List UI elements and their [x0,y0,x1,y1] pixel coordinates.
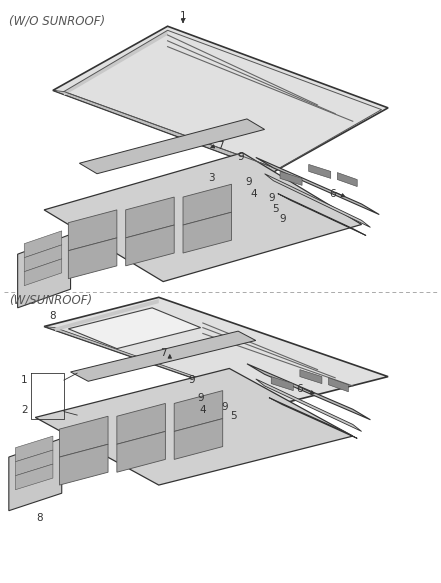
Polygon shape [265,174,370,227]
Polygon shape [53,26,388,172]
Polygon shape [60,444,108,485]
Polygon shape [278,194,366,236]
Polygon shape [68,238,117,279]
Text: 8: 8 [49,311,56,321]
Polygon shape [53,90,278,172]
Polygon shape [271,377,293,391]
Text: 9: 9 [197,392,204,403]
Polygon shape [24,245,62,272]
Text: 7: 7 [217,141,224,151]
Text: 9: 9 [237,152,244,163]
Text: 9: 9 [188,375,195,385]
Polygon shape [117,403,165,444]
Polygon shape [126,225,174,266]
Polygon shape [174,419,223,459]
Text: 9: 9 [246,177,253,187]
Text: 1: 1 [179,11,187,22]
Polygon shape [337,173,357,187]
Text: 3: 3 [208,173,215,183]
Polygon shape [44,297,388,406]
Polygon shape [15,450,53,476]
Polygon shape [68,308,201,349]
Text: 6: 6 [329,188,336,199]
Polygon shape [256,157,379,215]
Text: 6: 6 [296,384,303,395]
Polygon shape [256,379,362,431]
Polygon shape [35,368,353,485]
Text: 5: 5 [230,411,237,422]
Text: 8: 8 [36,512,43,523]
Polygon shape [24,259,62,286]
Polygon shape [329,378,348,392]
Text: 9: 9 [279,214,286,224]
Text: (W/O SUNROOF): (W/O SUNROOF) [9,15,105,27]
Polygon shape [183,212,232,253]
Polygon shape [300,370,322,384]
Text: 9: 9 [268,193,275,203]
Polygon shape [64,30,168,96]
Polygon shape [15,436,53,462]
Polygon shape [15,464,53,490]
Text: 5: 5 [272,203,279,214]
Polygon shape [79,119,265,174]
Polygon shape [117,431,165,472]
Polygon shape [280,171,302,185]
Text: 4: 4 [250,188,257,199]
Polygon shape [309,164,331,178]
Polygon shape [247,364,370,420]
Text: 9: 9 [221,402,228,412]
Polygon shape [55,299,159,331]
Polygon shape [44,153,362,282]
Polygon shape [18,234,71,308]
Polygon shape [126,197,174,238]
Polygon shape [269,398,357,438]
Polygon shape [24,231,62,258]
Polygon shape [9,438,62,511]
Polygon shape [174,391,223,431]
Text: 4: 4 [199,405,206,416]
Text: 1: 1 [21,375,28,385]
Text: 7: 7 [160,348,167,359]
Text: (W/SUNROOF): (W/SUNROOF) [9,294,92,307]
Polygon shape [183,184,232,225]
Polygon shape [44,326,273,406]
Polygon shape [60,416,108,457]
Text: 2: 2 [21,405,28,416]
Polygon shape [71,331,256,381]
Polygon shape [68,210,117,251]
